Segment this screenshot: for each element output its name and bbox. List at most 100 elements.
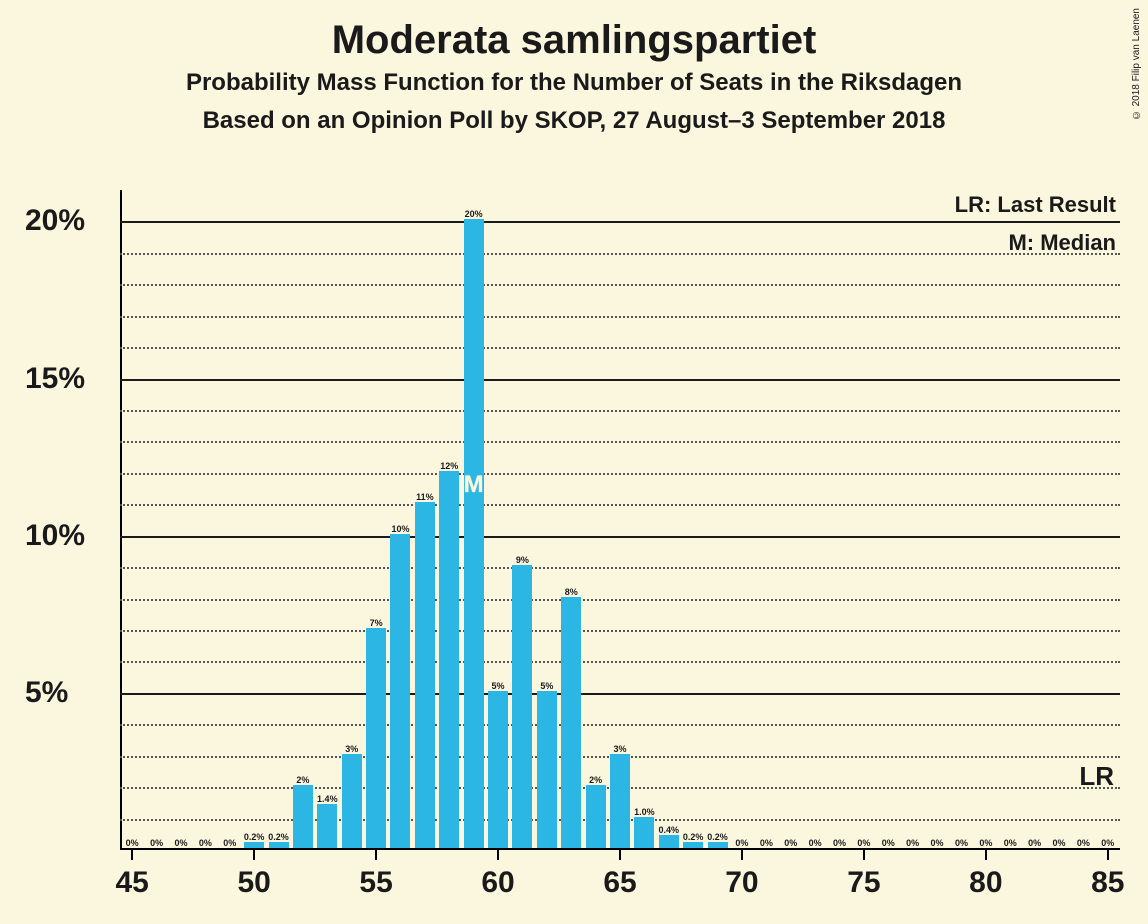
bar — [415, 502, 435, 848]
bar-label: 0% — [199, 838, 212, 848]
x-tick-label: 50 — [237, 866, 270, 900]
bar-label: 8% — [565, 587, 578, 597]
bar-label: 0% — [1077, 838, 1090, 848]
bar — [464, 219, 484, 848]
x-tick — [741, 850, 743, 860]
bar — [439, 471, 459, 848]
x-tick — [131, 850, 133, 860]
bar-label: 10% — [391, 524, 409, 534]
chart-plot-area: 0%0%0%0%0%0.2%0.2%2%1.4%3%7%10%11%12%20%… — [120, 190, 1120, 850]
x-tick — [619, 850, 621, 860]
bar-label: 5% — [540, 681, 553, 691]
bar-label: 0.2% — [244, 832, 265, 842]
bar-label: 0% — [955, 838, 968, 848]
bar-label: 12% — [440, 461, 458, 471]
grid-minor — [120, 724, 1120, 726]
bar-label: 20% — [465, 209, 483, 219]
grid-minor — [120, 473, 1120, 475]
x-tick-label: 80 — [969, 866, 1002, 900]
bar-label: 0% — [223, 838, 236, 848]
bar-label: 0% — [1053, 838, 1066, 848]
bar — [586, 785, 606, 848]
bar-label: 1.4% — [317, 794, 338, 804]
grid-minor — [120, 661, 1120, 663]
bar-label: 0% — [931, 838, 944, 848]
x-tick-label: 75 — [847, 866, 880, 900]
bar — [537, 691, 557, 848]
chart-title: Moderata samlingspartiet — [0, 18, 1148, 63]
bar-label: 0% — [1101, 838, 1114, 848]
x-tick — [863, 850, 865, 860]
grid-minor — [120, 284, 1120, 286]
y-tick-label: 10% — [25, 519, 108, 553]
bar-label: 0% — [882, 838, 895, 848]
bar — [244, 842, 264, 848]
bar-label: 0% — [809, 838, 822, 848]
bar — [659, 835, 679, 848]
bar-label: 11% — [416, 492, 434, 502]
bar-label: 2% — [589, 775, 602, 785]
bar-label: 0% — [150, 838, 163, 848]
bar-label: 0% — [833, 838, 846, 848]
grid-minor — [120, 316, 1120, 318]
bar-label: 2% — [296, 775, 309, 785]
x-tick-label: 65 — [603, 866, 636, 900]
bar-label: 0% — [857, 838, 870, 848]
x-tick — [1107, 850, 1109, 860]
bar-label: 3% — [613, 744, 626, 754]
x-tick-label: 60 — [481, 866, 514, 900]
grid-minor — [120, 630, 1120, 632]
y-tick-label: 5% — [25, 676, 108, 710]
chart-container: Moderata samlingspartiet Probability Mas… — [0, 0, 1148, 924]
bar — [683, 842, 703, 848]
grid-minor — [120, 599, 1120, 601]
chart-subtitle: Probability Mass Function for the Number… — [0, 69, 1148, 97]
bar-label: 0% — [174, 838, 187, 848]
bar-label: 0% — [906, 838, 919, 848]
grid-minor — [120, 504, 1120, 506]
y-tick-label: 20% — [25, 204, 108, 238]
bar — [610, 754, 630, 848]
y-axis — [120, 190, 122, 850]
bar-label: 0% — [784, 838, 797, 848]
x-tick — [985, 850, 987, 860]
x-tick-label: 85 — [1091, 866, 1124, 900]
titles: Moderata samlingspartiet Probability Mas… — [0, 0, 1148, 135]
grid-minor — [120, 253, 1120, 255]
bar — [561, 597, 581, 848]
bar-label: 0% — [760, 838, 773, 848]
bar — [708, 842, 728, 848]
bar — [634, 817, 654, 848]
x-tick — [253, 850, 255, 860]
bar-label: 3% — [345, 744, 358, 754]
bar-label: 0.2% — [683, 832, 704, 842]
bar-label: 9% — [516, 555, 529, 565]
bar — [317, 804, 337, 848]
bar-label: 0% — [979, 838, 992, 848]
x-tick — [375, 850, 377, 860]
bar-label: 0.2% — [268, 832, 289, 842]
x-tick-label: 55 — [359, 866, 392, 900]
x-tick-label: 70 — [725, 866, 758, 900]
bar-label: 0.2% — [707, 832, 728, 842]
median-marker: M — [464, 471, 484, 499]
bar-label: 1.0% — [634, 807, 655, 817]
bar — [390, 534, 410, 848]
lr-marker: LR — [1079, 761, 1114, 792]
grid-major — [120, 536, 1120, 538]
bar — [293, 785, 313, 848]
copyright: © 2018 Filip van Laenen — [1131, 8, 1142, 120]
bar — [366, 628, 386, 848]
chart-subtitle2: Based on an Opinion Poll by SKOP, 27 Aug… — [0, 107, 1148, 135]
grid-major — [120, 693, 1120, 695]
bar-label: 0% — [126, 838, 139, 848]
grid-minor — [120, 410, 1120, 412]
grid-minor — [120, 441, 1120, 443]
bar-label: 0% — [735, 838, 748, 848]
bar-label: 5% — [492, 681, 505, 691]
x-tick — [497, 850, 499, 860]
bar-label: 0% — [1028, 838, 1041, 848]
bar — [512, 565, 532, 848]
bar — [342, 754, 362, 848]
x-tick-label: 45 — [116, 866, 149, 900]
